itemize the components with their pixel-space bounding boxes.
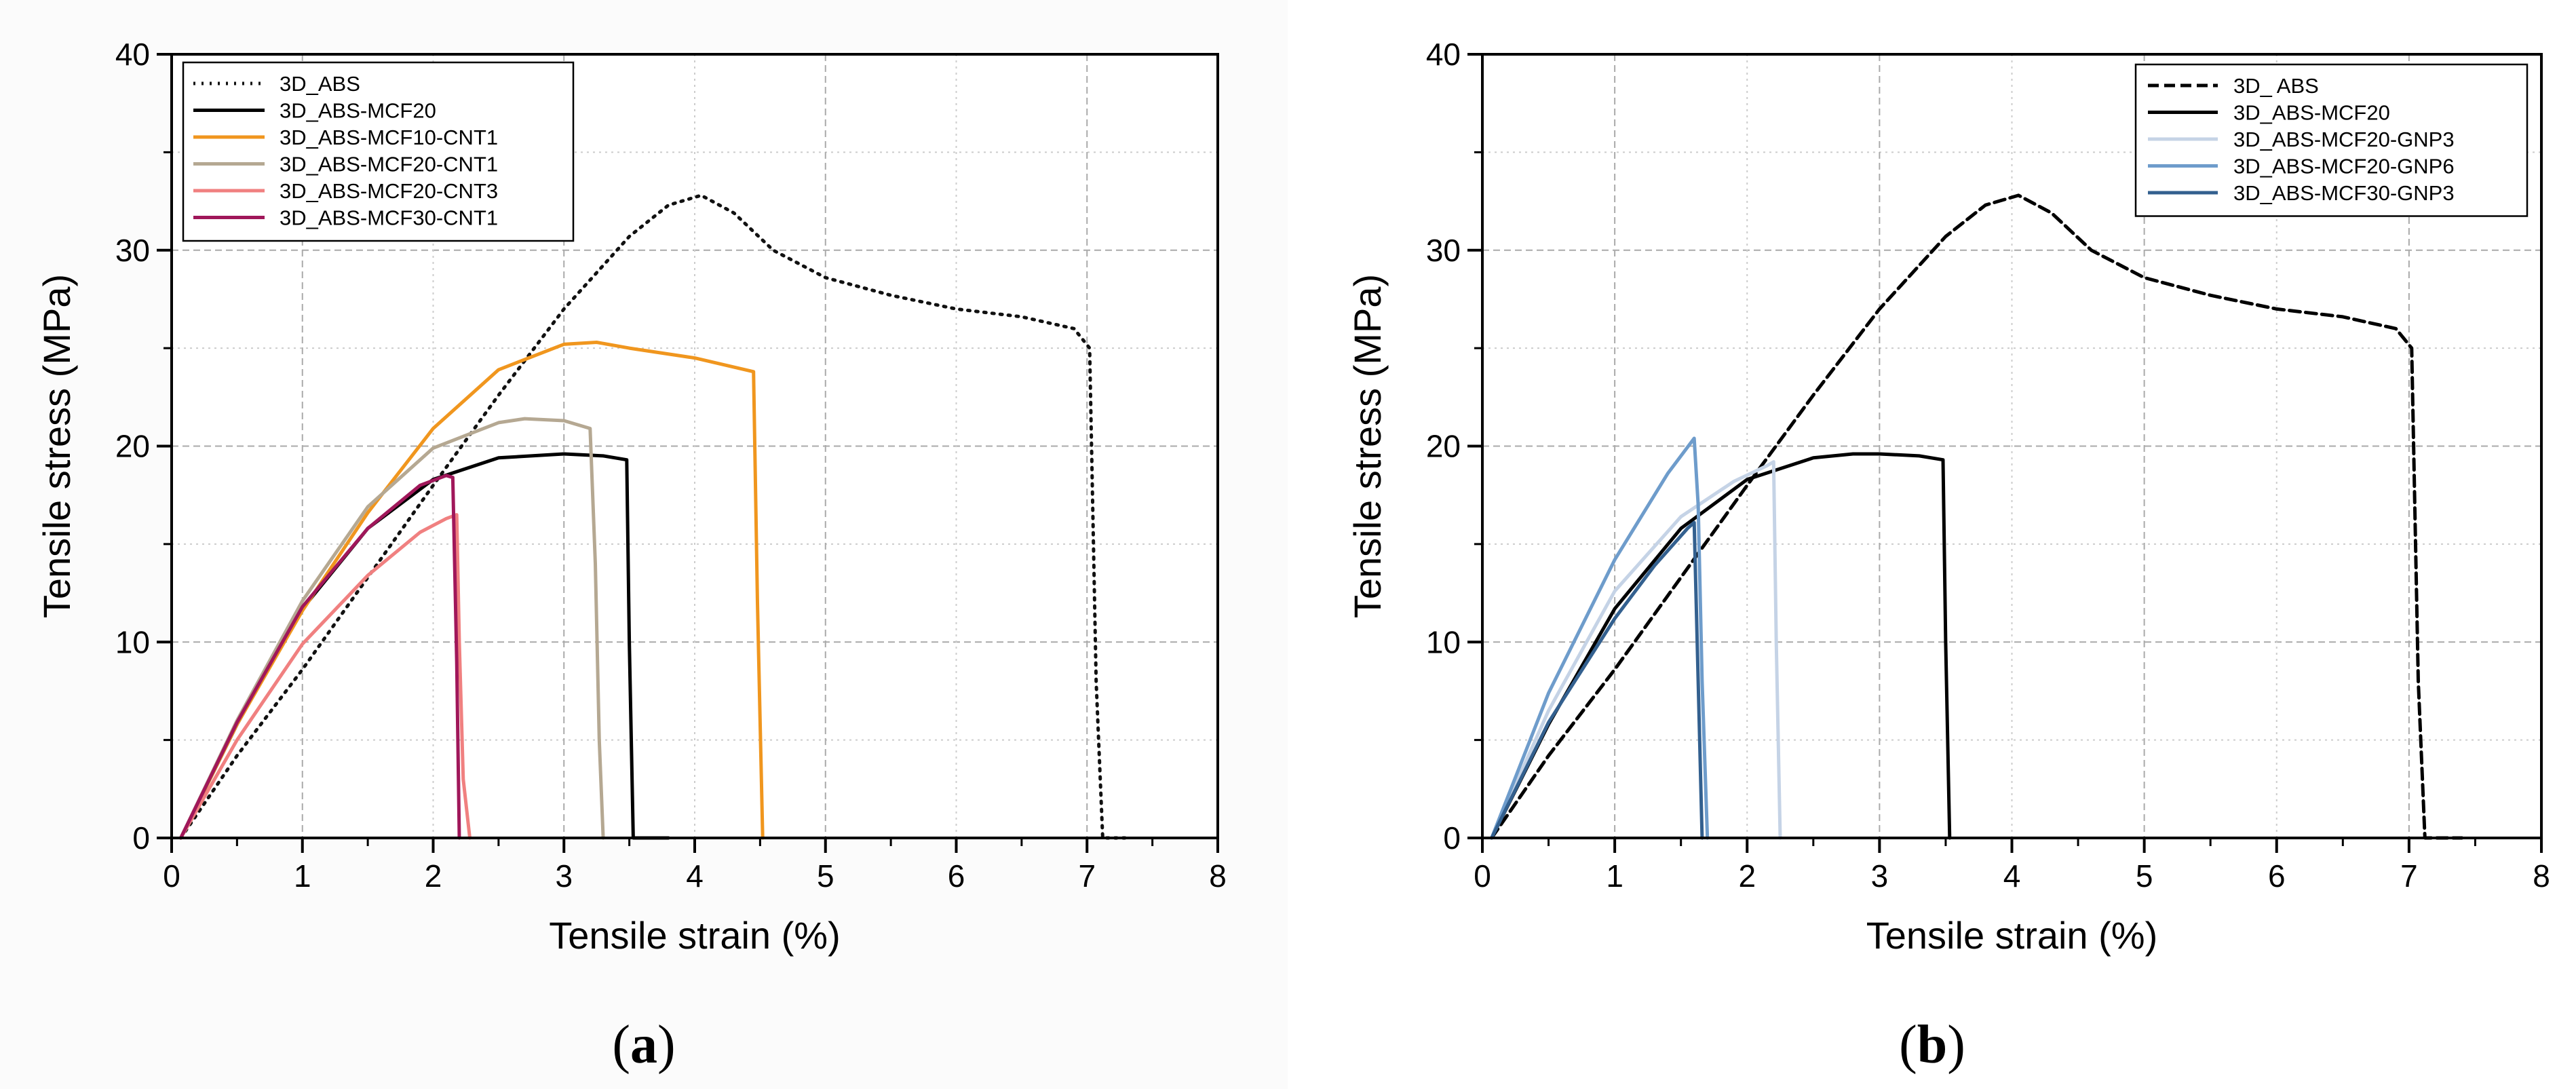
x-tick-label: 2: [1738, 858, 1756, 894]
x-tick-label: 6: [948, 858, 965, 894]
y-axis-title: Tensile stress (MPa): [1346, 274, 1389, 618]
legend-entry-5: 3D_ABS-MCF20-CNT3: [280, 179, 498, 203]
legend-entry-4: 3D_ABS-MCF20-CNT1: [280, 153, 498, 176]
x-tick-label: 8: [1209, 858, 1227, 894]
x-tick-label: 4: [2003, 858, 2021, 894]
x-axis-title: Tensile strain (%): [1866, 914, 2157, 957]
y-tick-label: 30: [1426, 233, 1461, 268]
legend-entry-3: 3D_ABS-MCF10-CNT1: [280, 126, 498, 149]
legend-entry-2: 3D_ABS-MCF20: [2233, 101, 2390, 125]
legend-entry-2: 3D_ABS-MCF20: [280, 99, 436, 123]
legend-entry-1: 3D_ABS: [280, 72, 360, 96]
x-tick-label: 1: [1606, 858, 1623, 894]
chart-panel-a: 0 1 2 3 4 5 6 7 8 0 10 20 30 40 Tensile strain (%) Tens…: [35, 37, 1227, 1075]
y-tick-label: 20: [1426, 429, 1461, 464]
legend-entry-3: 3D_ABS-MCF20-GNP3: [2233, 128, 2455, 151]
x-tick-label: 5: [2136, 858, 2153, 894]
panel-label-a: (a): [612, 1015, 676, 1075]
series-line-5: [179, 513, 472, 840]
y-tick-label: 0: [132, 820, 150, 856]
x-tick-label: 5: [817, 858, 834, 894]
legend-box: [182, 61, 575, 242]
x-tick-label: 3: [1871, 858, 1889, 894]
x-axis-title: Tensile strain (%): [549, 914, 840, 957]
x-tick-label: 3: [555, 858, 573, 894]
y-tick-label: 30: [115, 233, 150, 268]
y-tick-label: 10: [1426, 624, 1461, 660]
chart-b-svg: 0 1 2 3 4 5 6 7 8 0 10 20 30 40 Tensile strain (%) Tens…: [1346, 37, 2550, 957]
x-tick-label: 0: [1474, 858, 1491, 894]
x-tick-label: 7: [1078, 858, 1096, 894]
y-tick-label: 40: [1426, 37, 1461, 72]
y-tick-label: 0: [1443, 820, 1461, 856]
legend-entry-4: 3D_ABS-MCF20-GNP6: [2233, 155, 2455, 178]
x-tick-label: 8: [2533, 858, 2550, 894]
y-tick-label: 40: [115, 37, 150, 72]
chart-panel-b: 0 1 2 3 4 5 6 7 8 0 10 20 30 40 Tensile strain (%) Tens…: [1288, 0, 2576, 1089]
x-tick-label: 2: [425, 858, 442, 894]
series-line-1: [179, 193, 1128, 840]
series-line-3: [1490, 460, 1782, 840]
series-line-6: [179, 474, 461, 840]
series-line-4: [179, 417, 605, 840]
legend-entry-6: 3D_ABS-MCF30-CNT1: [280, 206, 498, 230]
series-line-3: [179, 341, 765, 840]
y-tick-label: 20: [115, 429, 150, 464]
x-tick-label: 6: [2268, 858, 2286, 894]
series-line-1: [1490, 193, 2464, 840]
series-line-4: [1490, 436, 1710, 840]
series-line-2: [1490, 452, 1952, 840]
y-axis-title: Tensile stress (MPa): [35, 274, 78, 618]
x-tick-label: 4: [686, 858, 704, 894]
legend-entry-1: 3D_ ABS: [2233, 74, 2319, 98]
panel-label-b: (b): [1899, 1015, 1965, 1075]
series-line-5: [1490, 520, 1704, 840]
x-tick-label: 0: [163, 858, 180, 894]
y-tick-label: 10: [115, 624, 150, 660]
x-tick-label: 1: [294, 858, 311, 894]
legend-entry-5: 3D_ABS-MCF30-GNP3: [2233, 181, 2455, 205]
x-tick-label: 7: [2400, 858, 2418, 894]
chart-a-svg: 0 1 2 3 4 5 6 7 8 0 10 20 30 40 Tensile strain (%) Tens…: [35, 37, 1227, 957]
